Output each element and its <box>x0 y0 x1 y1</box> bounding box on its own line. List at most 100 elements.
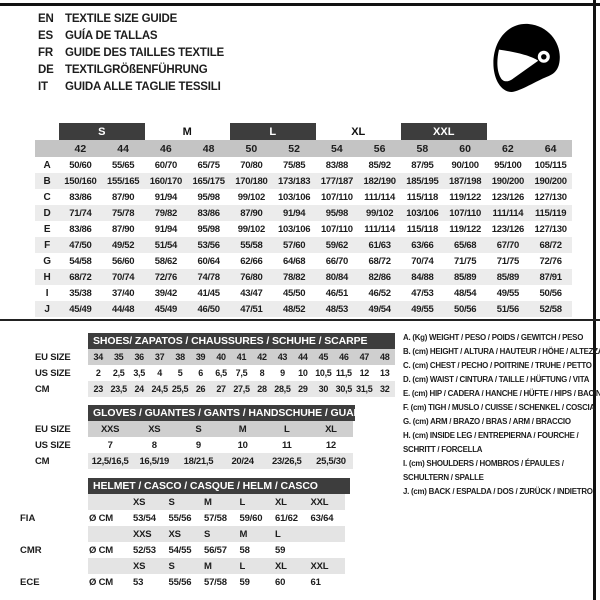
size-value: 45/49 <box>69 303 92 315</box>
size-value: 66/70 <box>325 255 349 267</box>
size-value: 49/55 <box>496 287 520 299</box>
size-value: 64/68 <box>282 255 306 267</box>
size-group-m: M <box>182 125 192 138</box>
size-value: 67/70 <box>496 239 520 251</box>
size-value: 83/86 <box>69 223 92 235</box>
legend-item: B. (cm) HEIGHT / ALTURA / HAUTEUR / HÖHE… <box>403 347 600 356</box>
size-col-header: 42 <box>74 142 87 155</box>
shoes-cell: 36 <box>134 352 144 362</box>
size-col-header: 46 <box>160 142 172 155</box>
size-value: 41/45 <box>197 287 220 299</box>
shoes-cell: 23,5 <box>110 384 128 394</box>
helmet-icon <box>493 23 560 92</box>
size-value: 95/98 <box>197 191 220 203</box>
size-value: 84/88 <box>411 271 434 283</box>
helmet-cell: XS <box>168 528 181 540</box>
size-value: 75/78 <box>111 207 135 219</box>
shoes-cell: 11,5 <box>335 368 352 378</box>
helmet-cell: L <box>239 560 246 572</box>
size-value: 62/66 <box>240 255 263 267</box>
shoes-cell: 28,5 <box>274 384 291 394</box>
helmet-cell: 59/60 <box>239 512 263 524</box>
shoes-row: 34 35 36 37 38 39 40 41 42 43 44 45 46 47 48 <box>88 349 395 365</box>
legend-item: SCHRITT / FORCELLA <box>403 445 483 454</box>
helmet-cell <box>310 526 346 542</box>
size-value: 87/95 <box>411 159 434 171</box>
size-col-header: 56 <box>373 142 386 155</box>
size-value: 45/50 <box>282 287 306 299</box>
size-value: 74/78 <box>197 271 220 283</box>
size-table-row: F 47/50 49/52 51/54 53/56 55/58 57/60 59/62 61/6… <box>35 237 572 253</box>
helmet-row: XS S M L XL XXL <box>88 494 345 510</box>
size-value: 85/92 <box>368 159 391 171</box>
size-value: 87/90 <box>111 191 135 203</box>
helmet-cell: M <box>239 528 248 540</box>
helmet-cell: Ø CM <box>89 576 114 588</box>
legend-item: I. (cm) SHOULDERS / HOMBROS / ÉPAULES / <box>403 459 564 468</box>
legend-item: D. (cm) WAIST / CINTURA / TAILLE / HÜFTU… <box>403 375 590 384</box>
gloves-cell: 12,5/16,5 <box>91 455 129 467</box>
size-col-header: 58 <box>416 142 429 155</box>
gloves-cell: XXS <box>101 423 120 435</box>
size-value: 115/118 <box>406 223 439 235</box>
legend-item: A. (Kg) WEIGHT / PESO / POIDS / GEWITCH … <box>403 333 584 342</box>
size-value: 63/66 <box>411 239 434 251</box>
helmet-row: XXS XS S M L <box>88 526 345 542</box>
size-col-header: 48 <box>202 142 215 155</box>
size-value: 61/63 <box>368 239 391 251</box>
size-value: 51/56 <box>496 303 520 315</box>
size-value: 123/126 <box>491 191 525 203</box>
shoes-cell: 37 <box>154 352 165 362</box>
shoes-cell: 2 <box>95 368 101 378</box>
helmet-cell <box>88 526 132 542</box>
gloves-cell: M <box>238 423 247 435</box>
gloves-cell: 23/26,5 <box>271 455 302 467</box>
size-group-xxl: XXL <box>401 123 487 140</box>
size-value: 85/89 <box>496 271 520 283</box>
legend-item: F. (cm) TIGH / MUSLO / CUISSE / SCHENKEL… <box>403 403 595 412</box>
row-label: J <box>44 303 50 315</box>
size-value: 65/75 <box>197 159 220 171</box>
shoes-section-header: SHOES/ ZAPATOS / CHAUSSURES / SCHUHE / S… <box>88 333 395 349</box>
size-value: 173/183 <box>278 175 311 187</box>
shoes-cell: 26 <box>195 384 206 394</box>
helmet-cell: XL <box>275 560 287 572</box>
size-table-body: A 50/60 55/65 60/70 65/75 70/80 75/85 83/88 85/9… <box>35 157 572 317</box>
language-row: EN TEXTILE SIZE GUIDE <box>38 10 224 27</box>
shoes-row: 2 2,5 3,5 4 5 6 6,5 7,5 8 9 10 10,5 11,5 12 13 <box>88 365 395 381</box>
shoes-cell: 2,5 <box>112 368 125 378</box>
size-value: 119/122 <box>449 223 481 235</box>
row-label: A <box>43 159 51 171</box>
size-value: 51/54 <box>154 239 178 251</box>
size-value: 56/60 <box>111 255 135 267</box>
gloves-row: 7 8 9 10 11 12 <box>88 437 353 453</box>
shoes-eu-size-label: EU SIZE <box>35 351 71 363</box>
size-value: 46/52 <box>368 287 391 299</box>
size-value: 99/102 <box>365 207 394 219</box>
shoes-cell: 10,5 <box>315 368 332 378</box>
shoes-cell: 3,5 <box>133 368 145 378</box>
size-value: 50/56 <box>539 287 562 299</box>
size-value: 75/85 <box>282 159 306 171</box>
helmet-cell: 61 <box>310 576 321 588</box>
language-title: GUIDE DES TAILLES TEXTILE <box>65 46 224 59</box>
legend-item: C. (cm) CHEST / PECHO / POITRINE / TRUHE… <box>403 361 592 370</box>
shoes-cell: 42 <box>257 352 267 362</box>
size-value: 119/122 <box>449 191 481 203</box>
size-value: 71/75 <box>496 255 520 267</box>
size-value: 111/114 <box>364 191 395 203</box>
row-label: E <box>43 223 51 235</box>
size-value: 111/114 <box>492 207 524 219</box>
helmet-cell: 57/58 <box>204 512 227 524</box>
size-value: 107/110 <box>321 223 353 235</box>
size-value: 50/56 <box>453 303 477 315</box>
gloves-cell: 10 <box>237 439 248 451</box>
size-value: 150/160 <box>64 175 97 187</box>
shoes-cm-label: CM <box>35 383 50 395</box>
size-value: 48/53 <box>325 303 349 315</box>
language-title: GUIDA ALLE TAGLIE TESSILI <box>65 80 221 93</box>
helmet-cell: 63/64 <box>310 512 334 524</box>
helmet-cell <box>88 494 132 510</box>
gloves-cell: 11 <box>282 439 292 451</box>
shoes-cell: 8 <box>259 368 265 378</box>
